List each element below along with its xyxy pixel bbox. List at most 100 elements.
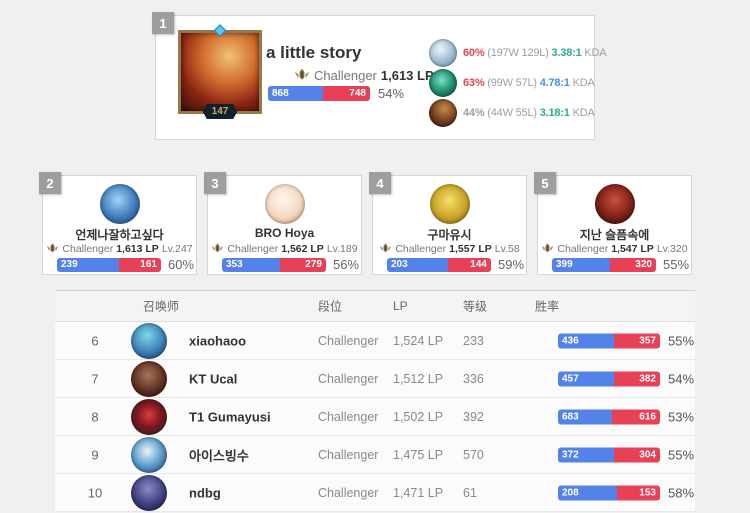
player-card-rank-3[interactable]: 3 BRO Hoya Challenger 1,562 LP Lv.189 35…: [204, 172, 362, 275]
win-loss-bar: 208 153: [558, 485, 660, 500]
kda-label: KDA: [572, 107, 595, 119]
wins-value: 203: [387, 257, 448, 272]
winrate-percent: 53%: [668, 409, 695, 424]
level-label: Lv.189: [326, 242, 358, 255]
pale-blue-champion-icon: [429, 39, 457, 67]
losses-value: 357: [614, 333, 660, 348]
lp-value: 1,562 LP: [281, 242, 324, 255]
lp-value: 1,557 LP: [449, 242, 492, 255]
table-row[interactable]: 7 KT Ucal Challenger 1,512 LP 336 457 382…: [55, 360, 695, 398]
top-player-card[interactable]: 1 147 a little story Challenger 1,613 LP…: [152, 12, 607, 140]
summoner-level-hex-badge: 147: [202, 104, 238, 119]
champion-winrate: 44%: [463, 107, 485, 119]
champion-record: (197W 129L): [487, 47, 549, 59]
wins-value: 868: [268, 86, 323, 101]
player-name: xiaohaoo: [189, 333, 247, 348]
wins-value: 683: [558, 409, 612, 424]
champion-winrate: 63%: [463, 77, 485, 89]
win-loss-bar: 372 304: [558, 447, 660, 462]
level-cell: 61: [463, 485, 477, 500]
rank-number-badge: 4: [369, 172, 391, 194]
winrate-percent: 54%: [378, 86, 405, 101]
table-row[interactable]: 9 아이스빙수 Challenger 1,475 LP 570 372 304 5…: [55, 436, 695, 474]
wins-value: 436: [558, 333, 615, 348]
player-card-rank-2[interactable]: 2 언제나잘하고싶다 Challenger 1,613 LP Lv.247 23…: [39, 172, 197, 275]
level-label: Lv.58: [494, 242, 520, 255]
winrate-percent: 58%: [668, 485, 695, 500]
player-name: BRO Hoya: [254, 226, 315, 240]
table-row[interactable]: 8 T1 Gumayusi Challenger 1,502 LP 392 68…: [55, 398, 695, 436]
player-name: T1 Gumayusi: [189, 409, 271, 424]
blue-haired-champion-avatar: [131, 322, 167, 359]
player-name: 구마유시: [427, 228, 472, 242]
player-name: 아이스빙수: [189, 448, 249, 463]
challenger-crest-icon: [294, 68, 310, 80]
tier-label: Challenger: [62, 242, 114, 255]
challenger-crest-icon: [379, 243, 392, 253]
win-loss-bar: 457 382: [558, 371, 660, 386]
winrate-percent: 55%: [668, 333, 695, 348]
penguin-avatar: [131, 436, 167, 473]
player-card-rank-5[interactable]: 5 지난 슬픔속에 Challenger 1,547 LP Lv.320 399…: [534, 172, 692, 275]
player-name: KT Ucal: [189, 371, 238, 386]
header-summoner: 召唤师: [143, 299, 180, 314]
header-level: 等级: [463, 299, 488, 314]
poro-face-avatar: [264, 184, 305, 224]
champion-stat-row: 44% (44W 55L) 3.18:1 KDA: [429, 99, 595, 127]
winrate-percent: 54%: [668, 371, 695, 386]
top-player-name: a little story: [266, 43, 362, 62]
header-lp: LP: [393, 299, 408, 313]
dark-amber-champion-icon: [429, 99, 457, 127]
win-loss-bar: 683 616: [558, 409, 660, 424]
table-row[interactable]: 10 ndbg Challenger 1,471 LP 61 208 153 58…: [55, 474, 695, 512]
winrate-percent: 55%: [668, 447, 695, 462]
champion-winrate: 60%: [463, 47, 485, 59]
lp-value: 1,613 LP: [116, 242, 159, 255]
top-player-winrate-row: 868 748 54%: [268, 86, 404, 101]
wins-value: 239: [57, 257, 120, 272]
win-loss-bar: 399 320: [552, 257, 656, 272]
wins-value: 208: [558, 485, 617, 500]
table-row[interactable]: 6 xiaohaoo Challenger 1,524 LP 233 436 35…: [55, 322, 695, 360]
win-loss-bar: 203 144: [387, 257, 491, 272]
red-rose-avatar: [131, 398, 167, 435]
top-player-tier-line: Challenger 1,613 LP: [294, 67, 434, 83]
lp-value: 1,613 LP: [380, 67, 434, 83]
losses-value: 161: [119, 257, 161, 272]
header-tier: 段位: [318, 299, 343, 314]
rank-number-badge: 3: [204, 172, 226, 194]
challenger-crest-icon: [542, 243, 554, 253]
dark-purple-champion-avatar: [131, 474, 167, 511]
tier-cell: Challenger: [318, 485, 379, 500]
gold-sprout-avatar: [429, 184, 470, 224]
kda-label: KDA: [584, 47, 607, 59]
win-loss-bar: 436 357: [558, 333, 660, 348]
tier-cell: Challenger: [318, 409, 379, 424]
tier-cell: Challenger: [318, 447, 379, 462]
rank-cell: 8: [91, 409, 99, 424]
champion-kda: 4.78:1: [539, 77, 570, 89]
tier-cell: Challenger: [318, 371, 379, 386]
header-winrate: 胜率: [535, 299, 560, 314]
rank-number-badge: 1: [152, 12, 174, 34]
losses-value: 279: [280, 257, 326, 272]
losses-value: 320: [609, 257, 656, 272]
champion-stat-row: 60% (197W 129L) 3.38:1 KDA: [429, 39, 607, 67]
dark-red-robot-avatar: [594, 184, 635, 224]
player-card-rank-4[interactable]: 4 구마유시 Challenger 1,557 LP Lv.58 203 144 …: [369, 172, 527, 275]
losses-value: 304: [614, 447, 660, 462]
rank-cell: 6: [91, 333, 99, 348]
winrate-percent: 59%: [498, 257, 525, 272]
champion-kda: 3.18:1: [539, 107, 570, 119]
leaderboard-table: 召唤师 段位 LP 等级 胜率 6 xiaohaoo Challenger 1,…: [55, 290, 695, 512]
winrate-percent: 56%: [333, 257, 360, 272]
tier-cell: Challenger: [318, 333, 379, 348]
losses-value: 748: [322, 86, 370, 101]
losses-value: 382: [613, 371, 660, 386]
lp-cell: 1,512 LP: [393, 371, 444, 386]
lp-cell: 1,471 LP: [393, 485, 444, 500]
level-cell: 570: [463, 447, 484, 462]
winrate-percent: 55%: [663, 257, 690, 272]
avatar-crest-gem-icon: [213, 24, 227, 37]
win-loss-bar: 239 161: [57, 257, 161, 272]
